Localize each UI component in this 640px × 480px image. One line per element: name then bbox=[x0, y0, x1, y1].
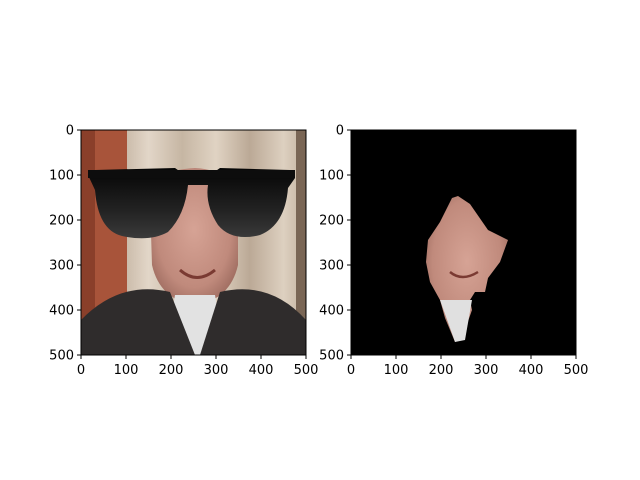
left-x-tick-label: 300 bbox=[204, 363, 229, 378]
right-y-tick-label: 0 bbox=[336, 124, 344, 139]
right-x-tick-label: 0 bbox=[347, 363, 355, 378]
right-axes-frame bbox=[350, 129, 577, 356]
left-y-tick-label: 200 bbox=[49, 214, 74, 229]
right-y-tick-label: 100 bbox=[319, 169, 344, 184]
left-y-ticks: 0 100 200 300 400 500 bbox=[49, 124, 81, 364]
right-x-tick-label: 300 bbox=[474, 363, 499, 378]
right-mask-image bbox=[351, 130, 576, 355]
right-y-ticks: 0 100 200 300 400 500 bbox=[319, 124, 351, 364]
right-x-tick-label: 100 bbox=[384, 363, 409, 378]
left-y-tick-label: 100 bbox=[49, 169, 74, 184]
left-x-tick-label: 400 bbox=[249, 363, 274, 378]
left-x-tick-label: 0 bbox=[77, 363, 85, 378]
left-panel: 0 100 200 300 400 500 0 100 200 300 400 500 bbox=[49, 124, 318, 379]
left-y-tick-label: 300 bbox=[49, 259, 74, 274]
sunglasses-overlay bbox=[88, 168, 295, 239]
right-x-ticks: 0 100 200 300 400 500 bbox=[347, 355, 589, 378]
right-y-tick-label: 300 bbox=[319, 259, 344, 274]
right-x-tick-label: 400 bbox=[519, 363, 544, 378]
right-x-tick-label: 500 bbox=[564, 363, 589, 378]
right-panel: 0 100 200 300 400 500 0 100 200 300 400 500 bbox=[319, 124, 588, 379]
left-x-tick-label: 500 bbox=[294, 363, 319, 378]
right-x-tick-label: 200 bbox=[429, 363, 454, 378]
left-axes-frame bbox=[80, 129, 307, 356]
right-y-tick-label: 200 bbox=[319, 214, 344, 229]
left-x-tick-label: 100 bbox=[114, 363, 139, 378]
right-y-tick-label: 500 bbox=[319, 349, 344, 364]
left-y-tick-label: 500 bbox=[49, 349, 74, 364]
left-photo bbox=[81, 130, 306, 355]
left-y-tick-label: 400 bbox=[49, 304, 74, 319]
right-y-tick-label: 400 bbox=[319, 304, 344, 319]
left-y-tick-label: 0 bbox=[66, 124, 74, 139]
left-x-ticks: 0 100 200 300 400 500 bbox=[77, 355, 319, 378]
left-x-tick-label: 200 bbox=[159, 363, 184, 378]
